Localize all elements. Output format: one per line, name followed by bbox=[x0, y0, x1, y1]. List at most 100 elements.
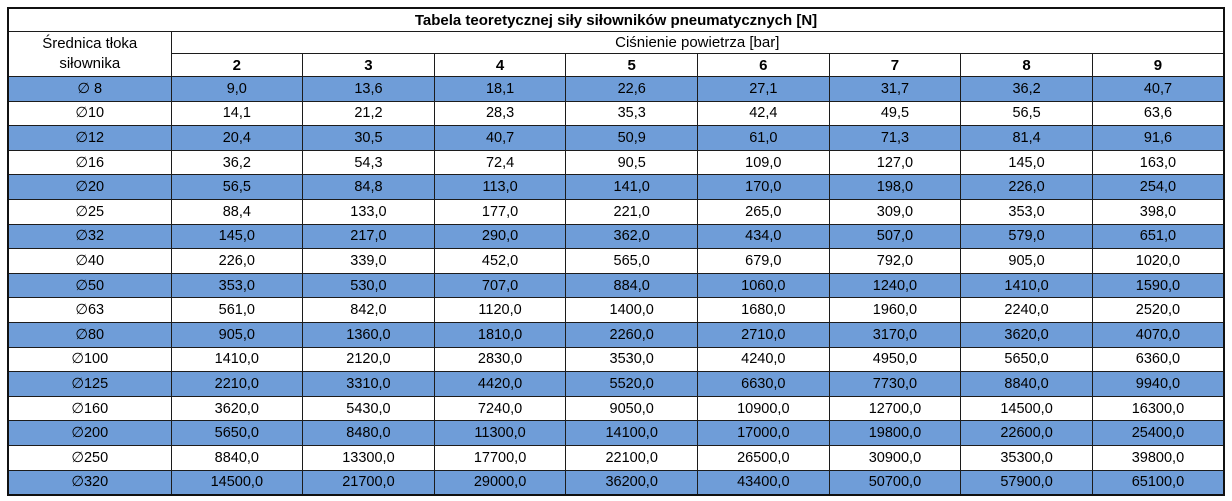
diameter-label: ∅40 bbox=[7, 248, 172, 274]
force-value-cell: 81,4 bbox=[960, 125, 1093, 151]
force-value-cell: 2240,0 bbox=[960, 297, 1093, 323]
force-value-cell: 2830,0 bbox=[433, 346, 567, 373]
force-value-cell: 42,4 bbox=[697, 100, 830, 127]
diameter-label: ∅32 bbox=[7, 223, 172, 250]
table-row: ∅ 8 9,0 13,6 18,1 22,6 27,1 31,7 36,2 40,7 bbox=[7, 76, 1225, 102]
force-value-cell: 217,0 bbox=[302, 223, 435, 250]
pressure-header-5: 5 bbox=[565, 53, 698, 77]
force-value-cell: 43400,0 bbox=[697, 469, 830, 496]
force-value-cell: 434,0 bbox=[697, 223, 830, 250]
force-value-cell: 22,6 bbox=[565, 76, 698, 102]
force-value-cell: 339,0 bbox=[302, 248, 435, 274]
force-value-cell: 22100,0 bbox=[565, 444, 698, 471]
force-value-cell: 65100,0 bbox=[1091, 469, 1225, 496]
force-value-cell: 309,0 bbox=[828, 198, 962, 225]
force-value-cell: 31,7 bbox=[828, 76, 962, 102]
force-value-cell: 1360,0 bbox=[302, 321, 435, 348]
force-value-cell: 8480,0 bbox=[302, 420, 435, 446]
force-value-cell: 7240,0 bbox=[433, 395, 567, 422]
table-row: ∅200 5650,0 8480,0 11300,0 14100,0 17000,0 198… bbox=[7, 420, 1225, 446]
diameter-label: ∅320 bbox=[7, 469, 172, 496]
force-value-cell: 14100,0 bbox=[565, 420, 698, 446]
table-row: ∅40 226,0 339,0 452,0 565,0 679,0 792,0 905,0 10… bbox=[7, 248, 1225, 274]
force-value-cell: 8840,0 bbox=[170, 444, 304, 471]
force-value-cell: 13300,0 bbox=[302, 444, 435, 471]
diameter-label: ∅50 bbox=[7, 272, 172, 299]
pressure-header-4: 4 bbox=[433, 53, 567, 77]
force-value-cell: 63,6 bbox=[1091, 100, 1225, 127]
force-value-cell: 35300,0 bbox=[960, 444, 1093, 471]
force-value-cell: 4420,0 bbox=[433, 371, 567, 397]
force-value-cell: 9050,0 bbox=[565, 395, 698, 422]
table-row: ∅80 905,0 1360,0 1810,0 2260,0 2710,0 3170,0 36… bbox=[7, 321, 1225, 348]
force-value-cell: 133,0 bbox=[302, 198, 435, 225]
force-value-cell: 141,0 bbox=[565, 174, 698, 200]
force-value-cell: 163,0 bbox=[1091, 149, 1225, 176]
force-value-cell: 145,0 bbox=[960, 149, 1093, 176]
pressure-header-6: 6 bbox=[697, 53, 830, 77]
table-title-row: Tabela teoretycznej siły siłowników pneu… bbox=[7, 7, 1225, 32]
force-value-cell: 88,4 bbox=[170, 198, 304, 225]
pressure-values-row: 2 3 4 5 6 7 8 9 bbox=[8, 53, 1225, 77]
force-value-cell: 221,0 bbox=[565, 198, 698, 225]
force-value-cell: 3620,0 bbox=[960, 321, 1093, 348]
force-value-cell: 507,0 bbox=[828, 223, 962, 250]
force-value-cell: 21,2 bbox=[302, 100, 435, 127]
force-value-cell: 3620,0 bbox=[170, 395, 304, 422]
force-value-cell: 5650,0 bbox=[960, 346, 1093, 373]
force-value-cell: 22600,0 bbox=[960, 420, 1093, 446]
table-row: ∅320 14500,0 21700,0 29000,0 36200,0 43400,0 5… bbox=[7, 469, 1225, 496]
pressure-header-2: 2 bbox=[170, 53, 304, 77]
diameter-label: ∅80 bbox=[7, 321, 172, 348]
table-row: ∅100 1410,0 2120,0 2830,0 3530,0 4240,0 4950,0… bbox=[7, 346, 1225, 373]
force-value-cell: 579,0 bbox=[960, 223, 1093, 250]
force-value-cell: 72,4 bbox=[433, 149, 567, 176]
diameter-label: ∅250 bbox=[7, 444, 172, 471]
pressure-header-9: 9 bbox=[1091, 53, 1225, 77]
force-value-cell: 177,0 bbox=[433, 198, 567, 225]
force-value-cell: 26500,0 bbox=[697, 444, 830, 471]
table-row: ∅16 36,2 54,3 72,4 90,5 109,0 127,0 145,0 163,0 bbox=[7, 149, 1225, 176]
table-row: ∅50 353,0 530,0 707,0 884,0 1060,0 1240,0 1410,… bbox=[7, 272, 1225, 299]
diameter-label: ∅20 bbox=[7, 174, 172, 200]
force-value-cell: 1240,0 bbox=[828, 272, 962, 299]
force-value-cell: 362,0 bbox=[565, 223, 698, 250]
force-value-cell: 2520,0 bbox=[1091, 297, 1225, 323]
force-value-cell: 1400,0 bbox=[565, 297, 698, 323]
force-value-cell: 20,4 bbox=[170, 125, 304, 151]
force-value-cell: 3530,0 bbox=[565, 346, 698, 373]
force-value-cell: 2120,0 bbox=[302, 346, 435, 373]
force-value-cell: 198,0 bbox=[828, 174, 962, 200]
force-value-cell: 17000,0 bbox=[697, 420, 830, 446]
force-value-cell: 28,3 bbox=[433, 100, 567, 127]
force-value-cell: 565,0 bbox=[565, 248, 698, 274]
force-value-cell: 226,0 bbox=[960, 174, 1093, 200]
force-value-cell: 1020,0 bbox=[1091, 248, 1225, 274]
force-value-cell: 30900,0 bbox=[828, 444, 962, 471]
force-value-cell: 1810,0 bbox=[433, 321, 567, 348]
force-value-cell: 1680,0 bbox=[697, 297, 830, 323]
force-value-cell: 56,5 bbox=[960, 100, 1093, 127]
diameter-label: ∅16 bbox=[7, 149, 172, 176]
force-value-cell: 530,0 bbox=[302, 272, 435, 299]
force-value-cell: 14500,0 bbox=[960, 395, 1093, 422]
force-value-cell: 9,0 bbox=[170, 76, 304, 102]
force-value-cell: 16300,0 bbox=[1091, 395, 1225, 422]
force-value-cell: 30,5 bbox=[302, 125, 435, 151]
force-value-cell: 4240,0 bbox=[697, 346, 830, 373]
force-value-cell: 4950,0 bbox=[828, 346, 962, 373]
force-value-cell: 8840,0 bbox=[960, 371, 1093, 397]
force-value-cell: 36,2 bbox=[960, 76, 1093, 102]
force-value-cell: 40,7 bbox=[433, 125, 567, 151]
force-value-cell: 1960,0 bbox=[828, 297, 962, 323]
diameter-label: ∅ 8 bbox=[7, 76, 172, 102]
force-value-cell: 905,0 bbox=[170, 321, 304, 348]
force-value-cell: 884,0 bbox=[565, 272, 698, 299]
force-value-cell: 561,0 bbox=[170, 297, 304, 323]
pressure-header-7: 7 bbox=[828, 53, 962, 77]
force-value-cell: 265,0 bbox=[697, 198, 830, 225]
force-value-cell: 109,0 bbox=[697, 149, 830, 176]
force-value-cell: 651,0 bbox=[1091, 223, 1225, 250]
force-value-cell: 25400,0 bbox=[1091, 420, 1225, 446]
force-value-cell: 905,0 bbox=[960, 248, 1093, 274]
